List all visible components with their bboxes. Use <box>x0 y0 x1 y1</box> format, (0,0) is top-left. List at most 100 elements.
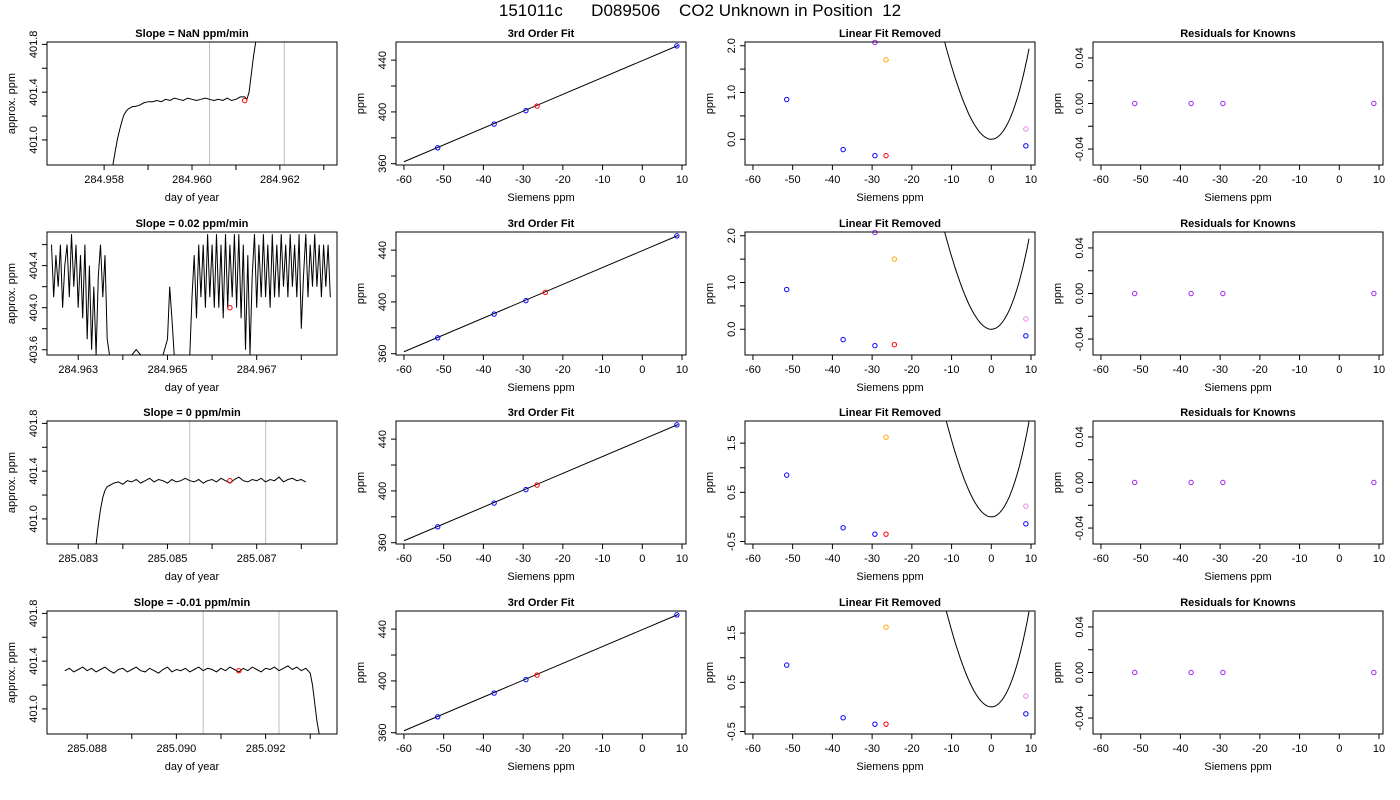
x-axis-label: Siemens ppm <box>856 571 923 583</box>
x-tick-label: 10 <box>1025 364 1037 376</box>
data-point <box>523 486 529 493</box>
x-tick-label: -60 <box>396 174 412 186</box>
plot-frame <box>1092 610 1384 735</box>
data-point <box>840 336 846 343</box>
data-point <box>1132 290 1138 297</box>
data-point <box>872 531 878 537</box>
data-point <box>236 668 242 674</box>
x-tick-label: 285.085 <box>148 553 188 565</box>
panel-title: Linear Fit Removed <box>839 218 941 230</box>
x-tick-label: 0 <box>639 743 645 755</box>
data-point <box>1371 100 1377 107</box>
panel-title: Residuals for Knowns <box>1180 597 1296 609</box>
data-point <box>840 525 846 531</box>
plot-frame <box>46 420 338 545</box>
y-tick-label: 440 <box>377 430 389 448</box>
x-tick-label: 0 <box>988 743 994 755</box>
x-tick-label: -60 <box>1093 553 1109 565</box>
panel-title: Linear Fit Removed <box>839 597 941 609</box>
panel-r1c3: Residuals for Knowns Siemens ppm ppm -60 -50… <box>1052 218 1385 394</box>
y-axis-label: ppm <box>1052 93 1064 114</box>
y-tick-label: 0.5 <box>726 485 738 500</box>
data-point <box>1371 669 1377 676</box>
data-point <box>784 662 790 668</box>
y-axis-label: ppm <box>1052 283 1064 304</box>
data-point <box>784 96 790 103</box>
x-tick-label: -60 <box>396 553 412 565</box>
y-axis-label: ppm <box>355 472 367 493</box>
y-axis-label: ppm <box>704 283 716 304</box>
x-tick-label: -50 <box>436 364 452 376</box>
x-axis-label: day of year <box>165 192 220 204</box>
x-tick-label: 285.087 <box>237 553 277 565</box>
panel-r2c1: 3rd Order Fit Siemens ppm ppm -60 -50 -40 -30 -… <box>355 407 688 583</box>
x-tick-label: -40 <box>824 174 840 186</box>
y-axis-label: approx. ppm <box>6 642 18 703</box>
x-axis-label: Siemens ppm <box>856 192 923 204</box>
y-axis-label: approx. ppm <box>6 263 18 324</box>
x-axis-label: Siemens ppm <box>856 761 923 773</box>
data-point <box>784 286 790 293</box>
x-tick-label: 10 <box>1373 364 1385 376</box>
x-tick-label: -60 <box>396 743 412 755</box>
plot-frame <box>744 420 1036 545</box>
x-tick-label: -30 <box>515 364 531 376</box>
y-tick-label: -0.04 <box>1074 706 1086 731</box>
data-point <box>435 524 441 530</box>
x-tick-label: -10 <box>1292 174 1308 186</box>
panel-title: 3rd Order Fit <box>508 28 575 40</box>
x-tick-label: 0 <box>639 553 645 565</box>
y-axis-label: ppm <box>1052 472 1064 493</box>
x-tick-label: -20 <box>1252 743 1268 755</box>
data-point <box>872 721 878 727</box>
y-tick-label: -0.04 <box>1074 516 1086 541</box>
panel-title: Linear Fit Removed <box>839 28 941 40</box>
panel-title: 3rd Order Fit <box>508 218 575 230</box>
data-point <box>1023 333 1029 339</box>
y-tick-label: 0.0 <box>726 132 738 147</box>
x-tick-label: -50 <box>1133 553 1149 565</box>
y-tick-label: 0.00 <box>1074 662 1086 683</box>
data-point <box>1220 100 1226 107</box>
x-tick-label: -20 <box>555 743 571 755</box>
x-tick-label: 10 <box>676 174 688 186</box>
x-tick-label: -20 <box>1252 174 1268 186</box>
data-point <box>872 152 878 159</box>
panel-r2c0: Slope = 0 ppm/min day of year approx. ppm 2… <box>6 407 338 583</box>
x-tick-label: -60 <box>745 743 761 755</box>
y-tick-label: 0.00 <box>1074 93 1086 114</box>
x-tick-label: -10 <box>944 364 960 376</box>
data-point <box>883 434 889 440</box>
data-point <box>1132 100 1138 107</box>
data-point <box>242 97 248 104</box>
x-axis-label: Siemens ppm <box>1204 192 1271 204</box>
panel-title: Linear Fit Removed <box>839 407 941 419</box>
x-tick-label: -20 <box>555 174 571 186</box>
x-tick-label: 285.083 <box>58 553 98 565</box>
panel-title: Slope = -0.01 ppm/min <box>134 597 251 609</box>
y-tick-label: 1.5 <box>726 625 738 640</box>
x-tick-label: -60 <box>745 553 761 565</box>
data-point <box>491 121 497 127</box>
plot-frame <box>395 41 687 166</box>
panel-r2c3: Residuals for Knowns Siemens ppm ppm -60 -50… <box>1052 407 1385 583</box>
y-tick-label: 401.0 <box>28 695 40 723</box>
plot-frame <box>395 610 687 735</box>
plot-area <box>64 611 320 734</box>
x-tick-label: -40 <box>475 743 491 755</box>
y-tick-label: 360 <box>377 345 389 363</box>
plot-frame <box>1092 420 1384 545</box>
panel-r2c2: Linear Fit Removed Siemens ppm ppm -60 -50 -4… <box>704 407 1037 583</box>
x-tick-label: -10 <box>595 743 611 755</box>
y-tick-label: 401.8 <box>28 31 40 59</box>
x-tick-label: -40 <box>1172 174 1188 186</box>
plot-area <box>945 421 1030 518</box>
x-tick-label: -10 <box>1292 553 1308 565</box>
x-axis-label: Siemens ppm <box>856 382 923 394</box>
y-tick-label: 2.0 <box>726 228 738 243</box>
x-tick-label: -60 <box>396 364 412 376</box>
data-point <box>840 715 846 721</box>
plot-frame <box>1092 41 1384 166</box>
data-point <box>1023 521 1029 527</box>
data-point <box>1220 479 1226 486</box>
